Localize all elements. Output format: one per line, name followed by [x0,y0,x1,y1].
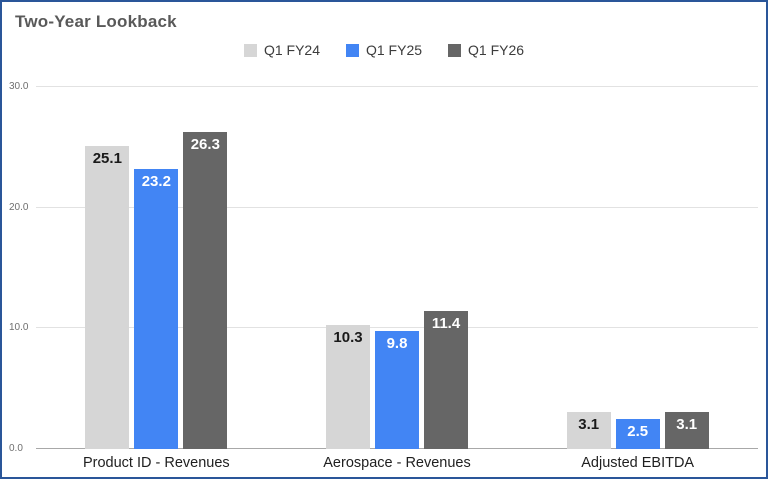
plot-area: 25.1 23.2 26.3 10.3 9.8 11.4 3.1 2.5 3.1 [36,86,758,449]
bar-group-1: 25.1 23.2 26.3 [36,87,277,449]
legend-item-1: Q1 FY24 [243,42,320,58]
bar: 3.1 [566,412,611,449]
bar: 3.1 [664,412,709,449]
gridline [36,327,758,328]
legend-label: Q1 FY24 [263,42,320,58]
bar: 25.1 [85,146,130,449]
bar-value-label: 3.1 [676,416,698,433]
gridline [36,86,758,87]
y-tick-label: 20.0 [9,202,29,213]
chart-title: Two-Year Lookback [15,12,177,31]
legend-item-3: Q1 FY26 [448,42,524,58]
y-tick-label: 30.0 [9,81,29,92]
bar-value-label: 9.8 [386,335,408,352]
y-tick-label: 10.0 [9,322,29,333]
x-axis-label-1: Product ID - Revenues [82,455,230,471]
legend-swatch [243,43,257,57]
bar: 23.2 [134,169,179,449]
bar-value-label: 23.2 [141,173,171,190]
bar-group-3: 3.1 2.5 3.1 [517,87,758,449]
bar-value-label: 2.5 [627,423,649,440]
bar-value-label: 11.4 [431,315,461,332]
bar-value-label: 25.1 [92,150,122,167]
legend-swatch [345,43,359,57]
x-axis-labels: Product ID - Revenues Aerospace - Revenue… [36,455,758,471]
legend-swatch [448,43,462,57]
bar-value-label: 26.3 [190,136,220,153]
bar: 11.4 [424,311,468,449]
bar: 10.3 [326,325,370,449]
legend-label: Q1 FY26 [468,42,525,58]
bar-value-label: 10.3 [333,329,363,346]
legend-label: Q1 FY25 [365,42,423,58]
bar: 26.3 [183,132,228,449]
x-axis-label-3: Adjusted EBITDA [581,455,695,471]
legend: Q1 FY24 Q1 FY25 Q1 FY26 [2,42,766,58]
bar-group-2: 10.3 9.8 11.4 [277,87,518,449]
bar: 2.5 [615,419,660,449]
bar-value-label: 3.1 [578,416,600,433]
bar: 9.8 [375,331,419,449]
x-axis-label-2: Aerospace - Revenues [323,455,471,471]
y-tick-label: 0.0 [9,443,23,454]
gridline [36,207,758,208]
legend-item-2: Q1 FY25 [345,42,423,58]
bar-groups: 25.1 23.2 26.3 10.3 9.8 11.4 3.1 2.5 3.1 [36,87,758,449]
